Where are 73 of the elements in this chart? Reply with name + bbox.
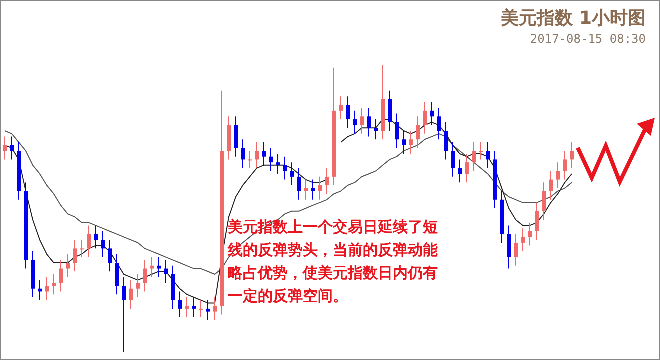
candlestick [339, 96, 343, 120]
candlestick [521, 228, 525, 252]
candlestick [458, 159, 462, 184]
candlestick [213, 296, 217, 321]
candlestick [164, 260, 168, 284]
candlestick [444, 122, 448, 160]
candlestick [45, 276, 49, 301]
candlestick [52, 274, 56, 296]
candlestick [136, 274, 140, 298]
candlestick [255, 142, 259, 169]
candlestick [234, 116, 238, 158]
candlestick [101, 230, 105, 258]
candlestick [241, 139, 245, 169]
candlestick [346, 96, 350, 129]
candlestick [262, 142, 266, 166]
candlestick [416, 116, 420, 149]
candlestick [283, 156, 287, 180]
candlestick [479, 142, 483, 160]
candlestick [367, 108, 371, 138]
candlestick [66, 254, 70, 278]
candlestick [73, 240, 77, 272]
candlestick [325, 168, 329, 195]
candlestick [59, 260, 63, 292]
candlestick [542, 182, 546, 220]
candlestick [80, 240, 84, 258]
candlestick [192, 296, 196, 318]
candlestick [423, 102, 427, 134]
candlestick [304, 179, 308, 200]
candlestick [374, 119, 378, 140]
candlestick [276, 153, 280, 175]
candlestick [388, 90, 392, 132]
candlestick [297, 168, 301, 200]
candlestick [563, 150, 567, 180]
candlestick [409, 130, 413, 154]
candlestick [129, 280, 133, 310]
candlestick [206, 300, 210, 321]
candlestick [430, 102, 434, 126]
candlestick [87, 225, 91, 258]
candlestick [535, 202, 539, 241]
candlestick [556, 162, 560, 189]
candlestick [94, 225, 98, 250]
chart-subtitle: 2017-08-15 08:30 [530, 32, 646, 46]
candlestick [269, 148, 273, 172]
candlestick [465, 153, 469, 184]
candlestick [157, 256, 161, 278]
candlestick [185, 296, 189, 318]
candlestick [178, 291, 182, 318]
candlestick [360, 108, 364, 134]
candlestick [353, 110, 357, 134]
candlestick [115, 254, 119, 296]
candlestick [199, 300, 203, 318]
candlestick [3, 136, 7, 160]
candlestick [528, 222, 532, 246]
candlestick [507, 225, 511, 270]
candlestick [143, 260, 147, 292]
candlestick [150, 256, 154, 278]
chart-title: 美元指数 1小时图 [501, 7, 646, 30]
candlestick [248, 150, 252, 169]
candlestick [486, 142, 490, 169]
candlestick [10, 136, 14, 160]
candlestick [395, 113, 399, 149]
candlestick [437, 108, 441, 140]
candlestick [122, 276, 126, 352]
candlestick [570, 142, 574, 169]
candlestick [311, 179, 315, 200]
candlestick [108, 240, 112, 272]
candlestick [514, 234, 518, 266]
candlestick [318, 176, 322, 200]
candlestick [402, 130, 406, 154]
candlestick [290, 162, 294, 186]
candlestick [451, 142, 455, 178]
candlestick [472, 142, 476, 172]
candlestick [549, 170, 553, 200]
